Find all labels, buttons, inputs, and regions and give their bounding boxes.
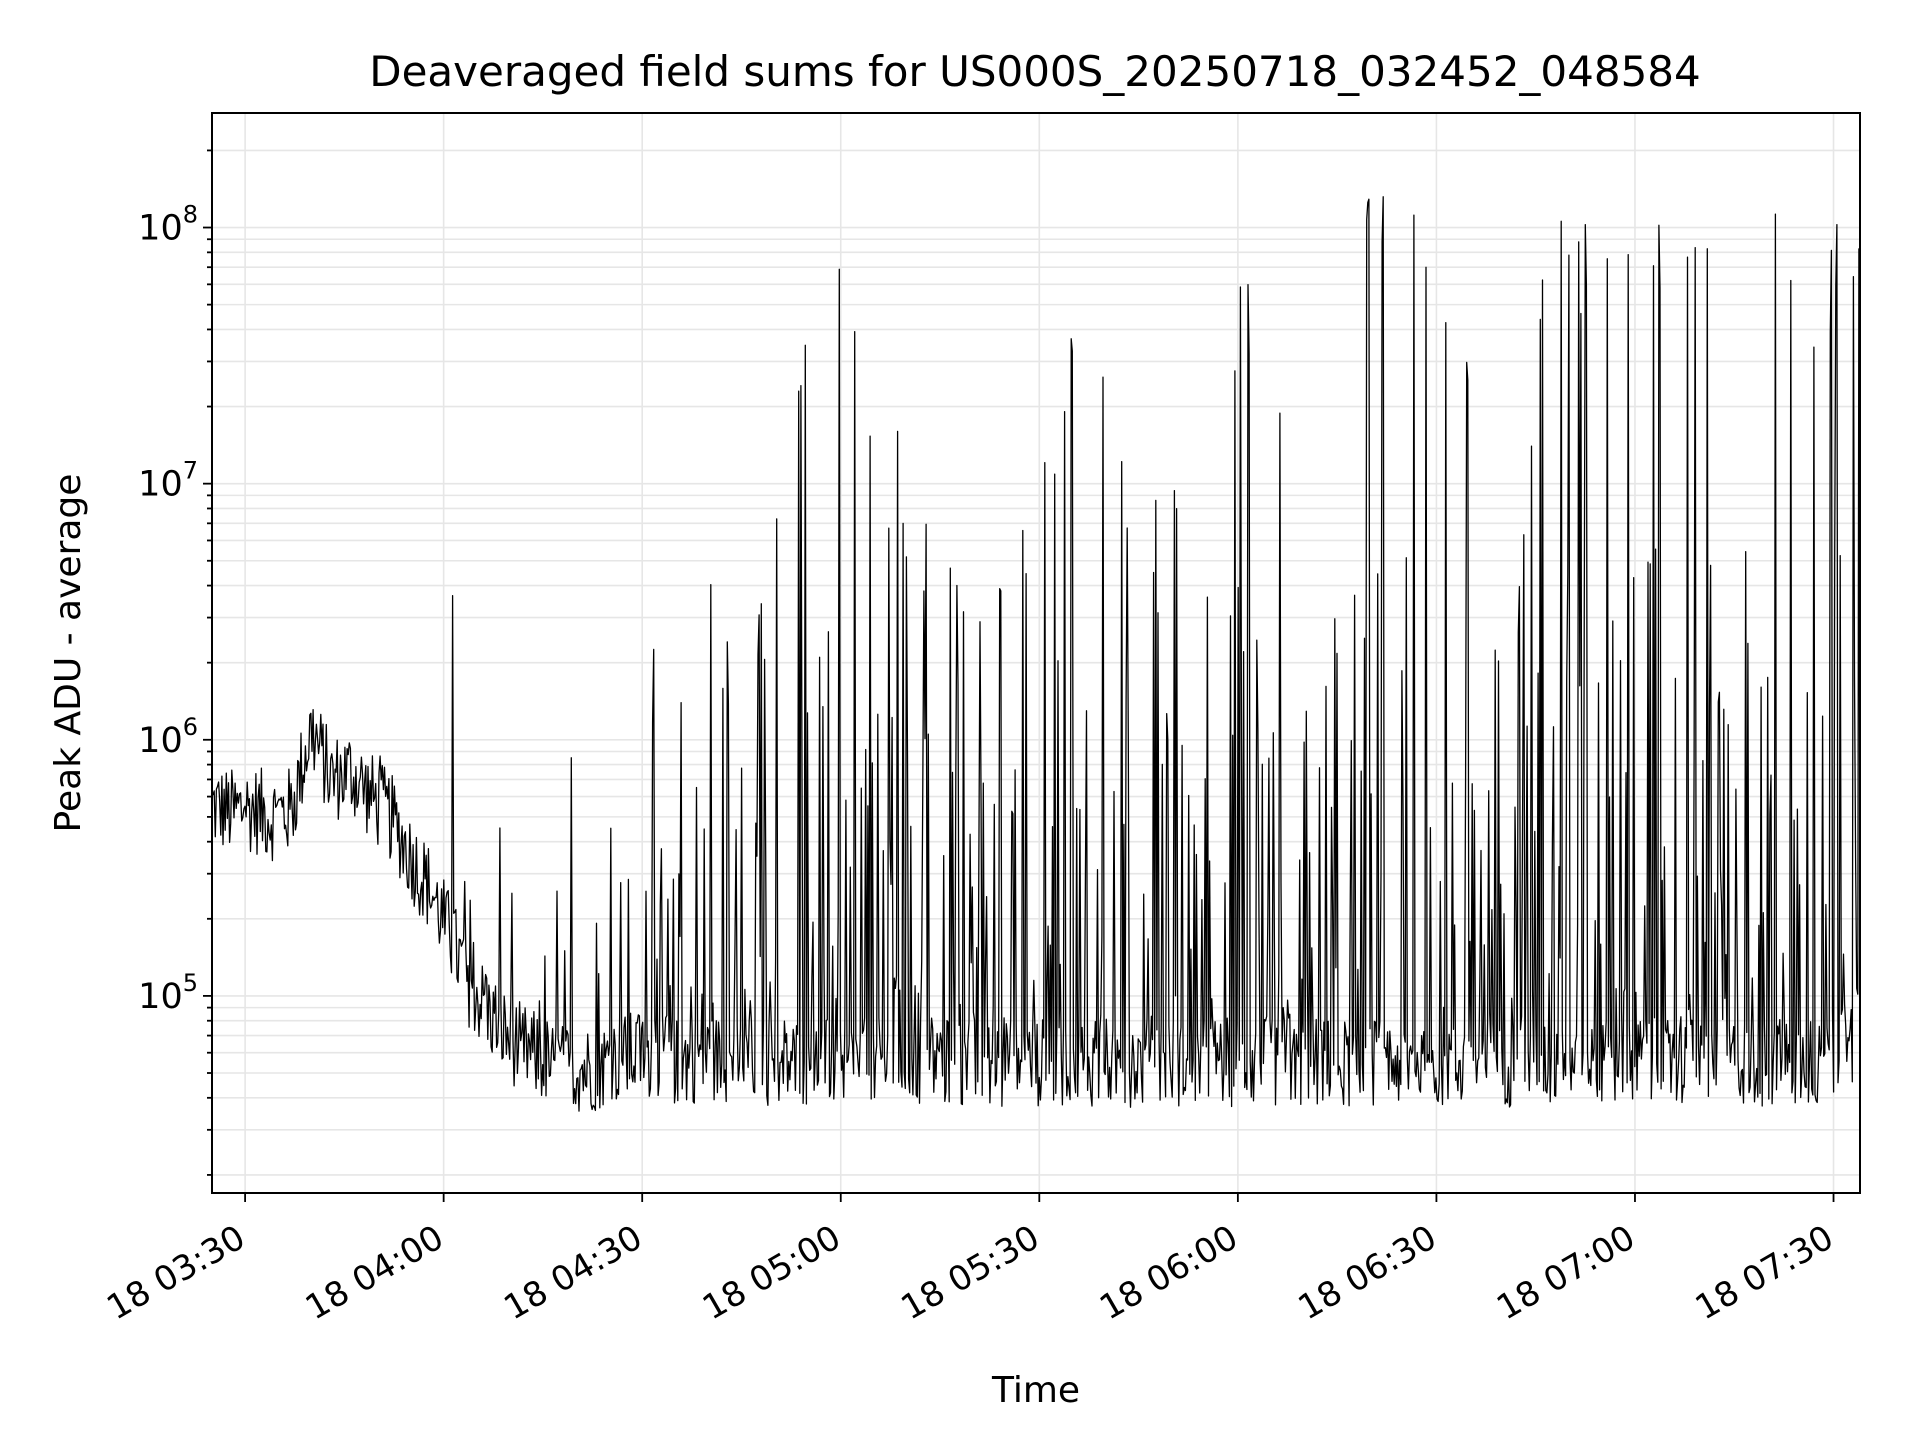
grid — [212, 113, 1860, 1193]
series-layer — [211, 196, 1861, 1112]
y-tick-base: 10 — [138, 209, 183, 249]
y-tick-base: 10 — [138, 721, 183, 761]
chart-title: Deaveraged field sums for US000S_2025071… — [369, 47, 1701, 96]
y-tick-label: 108 — [138, 201, 198, 249]
y-tick-label: 105 — [138, 969, 198, 1017]
y-tick-label: 107 — [138, 457, 198, 505]
x-axis-label: Time — [991, 1370, 1080, 1411]
y-tick-exponent: 7 — [183, 457, 198, 485]
y-tick-label: 106 — [138, 713, 198, 761]
y-tick-exponent: 5 — [183, 969, 198, 997]
y-axis-label: Peak ADU - average — [48, 474, 89, 833]
y-tick-base: 10 — [138, 977, 183, 1017]
y-tick-base: 10 — [138, 465, 183, 505]
y-tick-exponent: 8 — [183, 201, 198, 229]
plot-area-frame — [211, 112, 1861, 1194]
y-tick-exponent: 6 — [183, 713, 198, 741]
series-line — [211, 196, 1861, 1112]
